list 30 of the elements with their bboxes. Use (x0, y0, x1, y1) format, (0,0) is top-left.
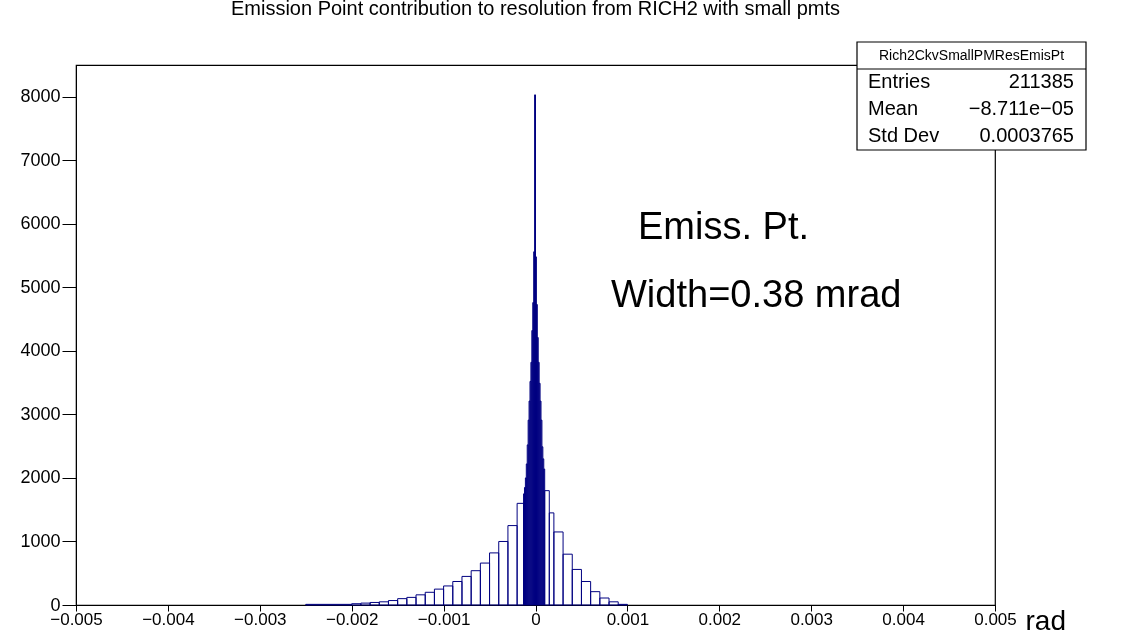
y-tick-label: 3000 (20, 403, 61, 424)
y-tick-label: 4000 (20, 340, 61, 361)
annotation: Emiss. Pt. (638, 205, 810, 247)
x-tick-label: 0.004 (882, 609, 925, 629)
annotation: Std Dev (868, 124, 940, 146)
text: Rich2CkvSmallPMResEmisPt (878, 47, 1065, 63)
annotation: 0.0003765 (979, 124, 1074, 146)
chart-title: Emission Point contribution to resolution from RICH2 with small pmts (230, 0, 841, 20)
x-tick-label: 0.003 (790, 609, 833, 629)
annotation: Mean (868, 97, 919, 119)
annotation: Width=0.38 mrad (611, 273, 902, 315)
y-tick-label: 5000 (20, 276, 61, 297)
y-tick-label: 0 (50, 594, 61, 615)
x-tick-label: −0.002 (325, 609, 379, 629)
y-tick-label: 8000 (20, 86, 61, 107)
x-tick-label: 0 (531, 609, 541, 629)
text: 211385 (1008, 70, 1074, 92)
x-tick-label: 0.005 (974, 609, 1017, 629)
y-tick-label: 6000 (20, 213, 61, 234)
x-tick-label: 0.001 (606, 609, 650, 629)
y-tick-label: 7000 (20, 149, 61, 170)
x-tick-label: 0.002 (698, 609, 742, 629)
x-tick-label: −0.001 (417, 609, 471, 629)
x-axis-title: rad (1025, 604, 1066, 636)
annotation: −8.711e−05 (968, 97, 1074, 119)
x-tick-label: −0.004 (142, 609, 195, 629)
y-tick-label: 2000 (20, 467, 61, 488)
y-tick-label: 1000 (20, 530, 61, 551)
x-tick-label: −0.003 (234, 609, 287, 629)
annotation: Entries (868, 70, 931, 92)
